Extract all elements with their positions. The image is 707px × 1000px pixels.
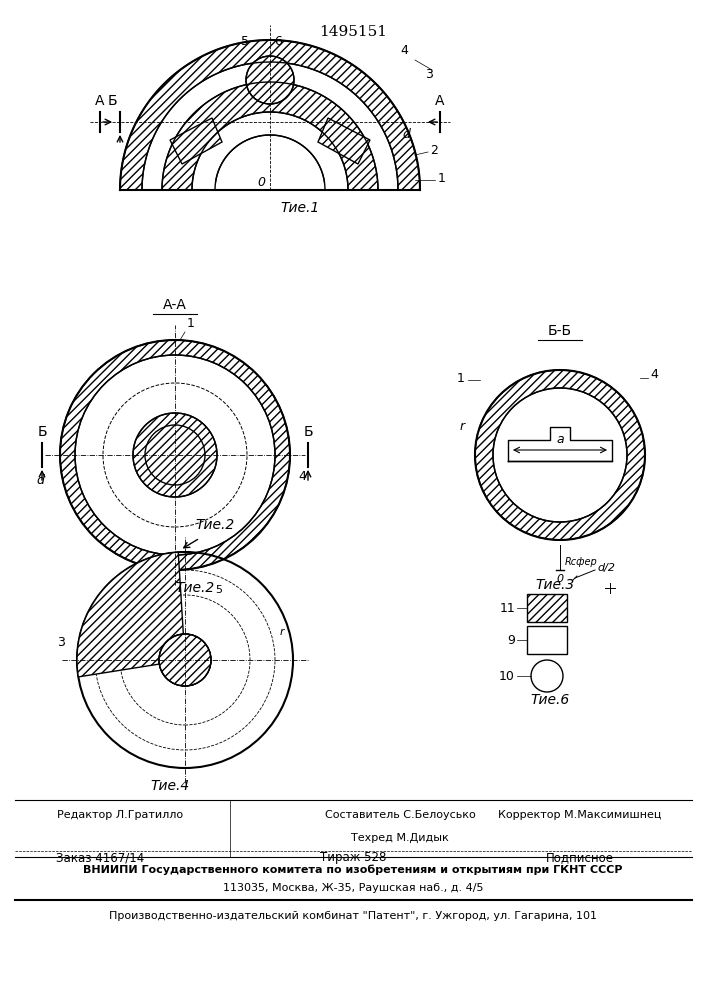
Text: 1: 1 [457, 371, 465, 384]
Text: Техред М.Дидык: Техред М.Дидык [351, 833, 449, 843]
Text: 1: 1 [187, 317, 195, 330]
Text: Б: Б [303, 425, 312, 439]
Text: Τие.1: Τие.1 [281, 201, 320, 215]
Text: Б: Б [107, 94, 117, 108]
Wedge shape [133, 413, 217, 497]
Text: 1: 1 [438, 172, 446, 184]
Polygon shape [170, 118, 222, 164]
Polygon shape [318, 118, 370, 164]
Text: 11: 11 [499, 601, 515, 614]
Text: 6: 6 [274, 35, 282, 48]
Text: Корректор М.Максимишнец: Корректор М.Максимишнец [498, 810, 662, 820]
Text: 113035, Москва, Ж-35, Раушская наб., д. 4/5: 113035, Москва, Ж-35, Раушская наб., д. … [223, 883, 484, 893]
Text: Τие.4: Τие.4 [151, 779, 189, 793]
Text: 3: 3 [425, 68, 433, 82]
Text: 5: 5 [241, 35, 249, 48]
Text: Τие.6: Τие.6 [530, 693, 570, 707]
Wedge shape [159, 634, 211, 686]
Text: 10: 10 [499, 670, 515, 682]
Text: d/2: d/2 [597, 563, 615, 573]
FancyBboxPatch shape [527, 594, 567, 622]
Text: A: A [95, 94, 105, 108]
FancyBboxPatch shape [527, 626, 567, 654]
Text: Б: Б [37, 425, 47, 439]
Text: 5: 5 [215, 585, 222, 595]
Text: 0: 0 [257, 176, 265, 188]
Text: d: d [36, 474, 44, 487]
Polygon shape [120, 40, 420, 190]
Polygon shape [77, 552, 183, 677]
Text: Τие.2: Τие.2 [195, 518, 235, 532]
Text: 4: 4 [400, 43, 408, 56]
Polygon shape [162, 82, 378, 190]
Wedge shape [246, 56, 294, 104]
Text: 1495151: 1495151 [319, 25, 387, 39]
Text: Подписное: Подписное [546, 852, 614, 864]
Text: Τие.2: Τие.2 [175, 581, 215, 595]
Text: 4: 4 [650, 368, 658, 381]
Text: 9: 9 [507, 634, 515, 647]
Text: 2: 2 [430, 143, 438, 156]
Wedge shape [475, 370, 645, 540]
Text: ВНИИПИ Государственного комитета по изобретениям и открытиям при ГКНТ СССР: ВНИИПИ Государственного комитета по изоб… [83, 865, 623, 875]
Text: A: A [436, 94, 445, 108]
Text: a: a [556, 433, 563, 446]
Text: А-А: А-А [163, 298, 187, 312]
Text: 0: 0 [556, 574, 563, 584]
Text: Редактор Л.Гратилло: Редактор Л.Гратилло [57, 810, 183, 820]
Text: Тираж 528: Тираж 528 [320, 852, 386, 864]
Text: d: d [402, 128, 410, 141]
Text: Заказ 4167/14: Заказ 4167/14 [56, 852, 144, 864]
Text: Б-Б: Б-Б [548, 324, 572, 338]
Text: Производственно-издательский комбинат "Патент", г. Ужгород, ул. Гагарина, 101: Производственно-издательский комбинат "П… [109, 911, 597, 921]
Wedge shape [60, 340, 290, 570]
Text: Rсфер: Rсфер [565, 557, 597, 567]
Text: r: r [460, 420, 465, 434]
Text: Составитель С.Белоусько: Составитель С.Белоусько [325, 810, 475, 820]
Text: 4: 4 [298, 471, 306, 484]
Text: r: r [280, 627, 285, 637]
Text: Τие.3: Τие.3 [535, 578, 575, 592]
Text: 3: 3 [57, 636, 65, 648]
